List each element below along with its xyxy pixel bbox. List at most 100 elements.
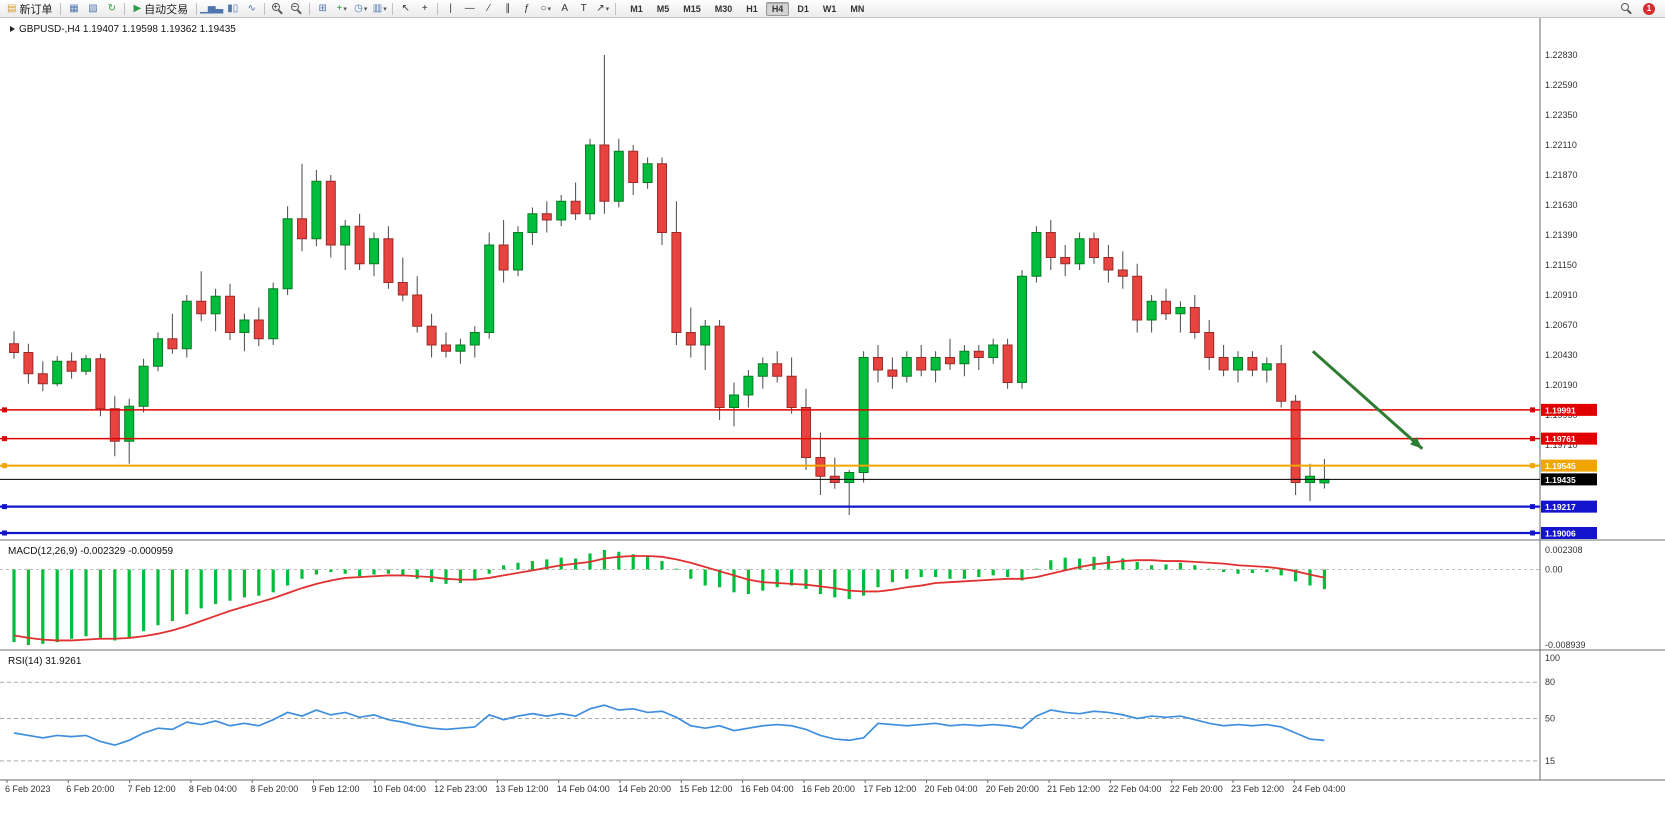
tile-windows-icon[interactable]: ⊞ (313, 1, 332, 17)
price-axis: 1.22830 1.22590 1.22350 1.22110 1.21870 1.216… (1545, 50, 1578, 450)
indicators-icon[interactable]: + ▾ (332, 1, 351, 17)
svg-text:1.22590: 1.22590 (1545, 80, 1578, 90)
svg-text:16 Feb 04:00: 16 Feb 04:00 (741, 784, 794, 794)
svg-text:15 Feb 12:00: 15 Feb 12:00 (679, 784, 732, 794)
svg-text:8 Feb 04:00: 8 Feb 04:00 (189, 784, 237, 794)
svg-text:1.19710: 1.19710 (1545, 440, 1578, 450)
trendline-icon[interactable]: ∕ (479, 1, 498, 17)
toolbar-separator (615, 2, 617, 15)
svg-text:9 Feb 12:00: 9 Feb 12:00 (312, 784, 360, 794)
bar-chart-icon[interactable]: ▁▅▃ (200, 1, 223, 17)
text-icon[interactable]: A (555, 1, 574, 17)
channel-icon[interactable]: ∥ (498, 1, 517, 17)
svg-text:23 Feb 12:00: 23 Feb 12:00 (1231, 784, 1284, 794)
svg-text:100: 100 (1545, 653, 1560, 663)
notification-badge[interactable]: 1 (1643, 2, 1655, 15)
svg-text:22 Feb 04:00: 22 Feb 04:00 (1108, 784, 1161, 794)
timeframe-m30-button[interactable]: M30 (714, 3, 733, 14)
timeframe-m1-button[interactable]: M1 (630, 3, 643, 14)
trend-arrow-annotation[interactable] (1311, 350, 1424, 450)
cursor-icon[interactable]: ↖ (396, 1, 415, 17)
timeframe-h4-button[interactable]: H4 (765, 1, 790, 16)
macd-values: -0.002329 -0.000959 (80, 546, 174, 557)
horizontal-line-icon[interactable]: — (460, 1, 479, 17)
svg-text:1.19761: 1.19761 (1545, 434, 1576, 444)
autotrading-button[interactable]: ▶ 自动交易 (128, 1, 193, 17)
periods-icon[interactable]: ◷ ▾ (351, 1, 370, 17)
panel-frame (0, 18, 1665, 781)
timeframe-m15-button[interactable]: M15 (683, 3, 701, 14)
svg-text:1.19006: 1.19006 (1545, 529, 1576, 539)
autotrading-button-label: 自动交易 (144, 3, 189, 16)
dropdown-caret-icon[interactable]: ▾ (605, 5, 610, 13)
shapes-icon-glyph: ○ (540, 2, 547, 14)
timeframe-h1-button[interactable]: H1 (746, 3, 758, 14)
svg-text:1.22350: 1.22350 (1545, 110, 1578, 120)
periods-icon-glyph: ◷ (354, 2, 363, 14)
autotrading-icon: ▶ (133, 2, 142, 14)
svg-text:1.19991: 1.19991 (1545, 405, 1576, 415)
new-chart-icon[interactable]: ▦ (64, 1, 83, 17)
symbol-ohlc-label: GBPUSD-,H4 1.19407 1.19598 1.19362 1.194… (10, 24, 236, 35)
zoom-out-icon[interactable]: − (287, 1, 306, 17)
time-axis: 6 Feb 2023 6 Feb 20:00 7 Feb 12:00 8 Feb 04… (5, 780, 1345, 794)
svg-text:80: 80 (1545, 677, 1555, 687)
line-chart-icon[interactable]: ∿ (242, 1, 261, 17)
svg-text:1.22110: 1.22110 (1545, 140, 1577, 150)
svg-text:1.21630: 1.21630 (1545, 200, 1578, 210)
dropdown-caret-icon[interactable]: ▾ (383, 5, 387, 13)
dropdown-caret-icon[interactable]: ▾ (343, 5, 347, 13)
chart-canvas[interactable]: 1.22830 1.22590 1.22350 1.22110 1.21870 1.216… (0, 18, 1665, 835)
chart-marker-icon (10, 26, 15, 33)
svg-text:14 Feb 04:00: 14 Feb 04:00 (557, 784, 610, 794)
candlestick-chart-icon[interactable]: ▮▯ (223, 1, 242, 17)
timeframe-d1-button[interactable]: D1 (797, 3, 809, 14)
line-chart-icon-glyph: ∿ (247, 2, 256, 14)
new-order-button-label: 新订单 (19, 3, 53, 16)
horizontal-lines[interactable]: 1.19991 1.19761 1.19545 1.19435 1.19217 1.190… (0, 403, 1597, 539)
toolbar-separator (392, 2, 394, 15)
templates-icon[interactable]: ▥ ▾ (370, 1, 389, 17)
svg-text:1.19217: 1.19217 (1545, 502, 1576, 512)
refresh-icon-glyph: ↻ (107, 2, 117, 14)
dropdown-caret-icon[interactable]: ▾ (547, 5, 552, 13)
macd-panel: 0.002308 0.00 -0.008939 (0, 545, 1586, 650)
cursor-icon-glyph: ↖ (401, 2, 410, 14)
trendline-icon-glyph: ∕ (487, 2, 490, 14)
rsi-label: RSI(14) 31.9261 (8, 656, 81, 667)
toolbar-separator (124, 2, 126, 15)
new-order-button[interactable]: ▤ 新订单 (2, 1, 57, 17)
zoom-in-icon[interactable]: + (268, 1, 287, 17)
fibonacci-icon[interactable]: ƒ (517, 1, 536, 17)
svg-text:21 Feb 12:00: 21 Feb 12:00 (1047, 784, 1100, 794)
toolbar-separator (264, 2, 266, 15)
candles (9, 55, 1330, 515)
chart-profiles-icon[interactable]: ▧ (83, 1, 102, 17)
vertical-line-icon[interactable]: | (441, 1, 460, 17)
rsi-title: RSI(14) (8, 656, 43, 667)
crosshair-icon[interactable]: + (415, 1, 434, 17)
toolbar-right: 1 (1617, 1, 1663, 17)
svg-text:6 Feb 2023: 6 Feb 2023 (5, 784, 51, 794)
arrows-icon-glyph: ↗ (596, 2, 605, 14)
svg-text:6 Feb 20:00: 6 Feb 20:00 (66, 784, 114, 794)
toolbar-separator (309, 2, 311, 15)
timeframe-w1-button[interactable]: W1 (822, 3, 837, 14)
label-icon-glyph: T (580, 2, 587, 14)
toolbar: ▤ 新订单 ▦ ▧ ↻ ▶ 自动交易 ▁▅▃ ▮▯ ∿ + − ⊞ + ▾ ◷ ▾ ▥ ▾ ↖ + | — ∕ ∥ ƒ ○ ▾ A T ↗ ▾… (0, 0, 1665, 18)
shapes-icon[interactable]: ○ ▾ (536, 1, 555, 17)
toolbar-separator (196, 2, 198, 15)
dropdown-caret-icon[interactable]: ▾ (363, 5, 368, 13)
arrows-icon[interactable]: ↗ ▾ (593, 1, 612, 17)
svg-text:17 Feb 12:00: 17 Feb 12:00 (863, 784, 916, 794)
label-icon[interactable]: T (574, 1, 593, 17)
timeframe-mn-button[interactable]: MN (850, 3, 865, 14)
svg-text:1.21870: 1.21870 (1545, 170, 1578, 180)
refresh-icon[interactable]: ↻ (102, 1, 121, 17)
timeframe-m5-button[interactable]: M5 (656, 3, 670, 14)
search-icon[interactable] (1617, 1, 1636, 17)
new-chart-icon-glyph: ▦ (69, 2, 79, 14)
svg-text:7 Feb 12:00: 7 Feb 12:00 (128, 784, 176, 794)
svg-text:13 Feb 12:00: 13 Feb 12:00 (495, 784, 548, 794)
svg-text:1.20670: 1.20670 (1545, 320, 1578, 330)
